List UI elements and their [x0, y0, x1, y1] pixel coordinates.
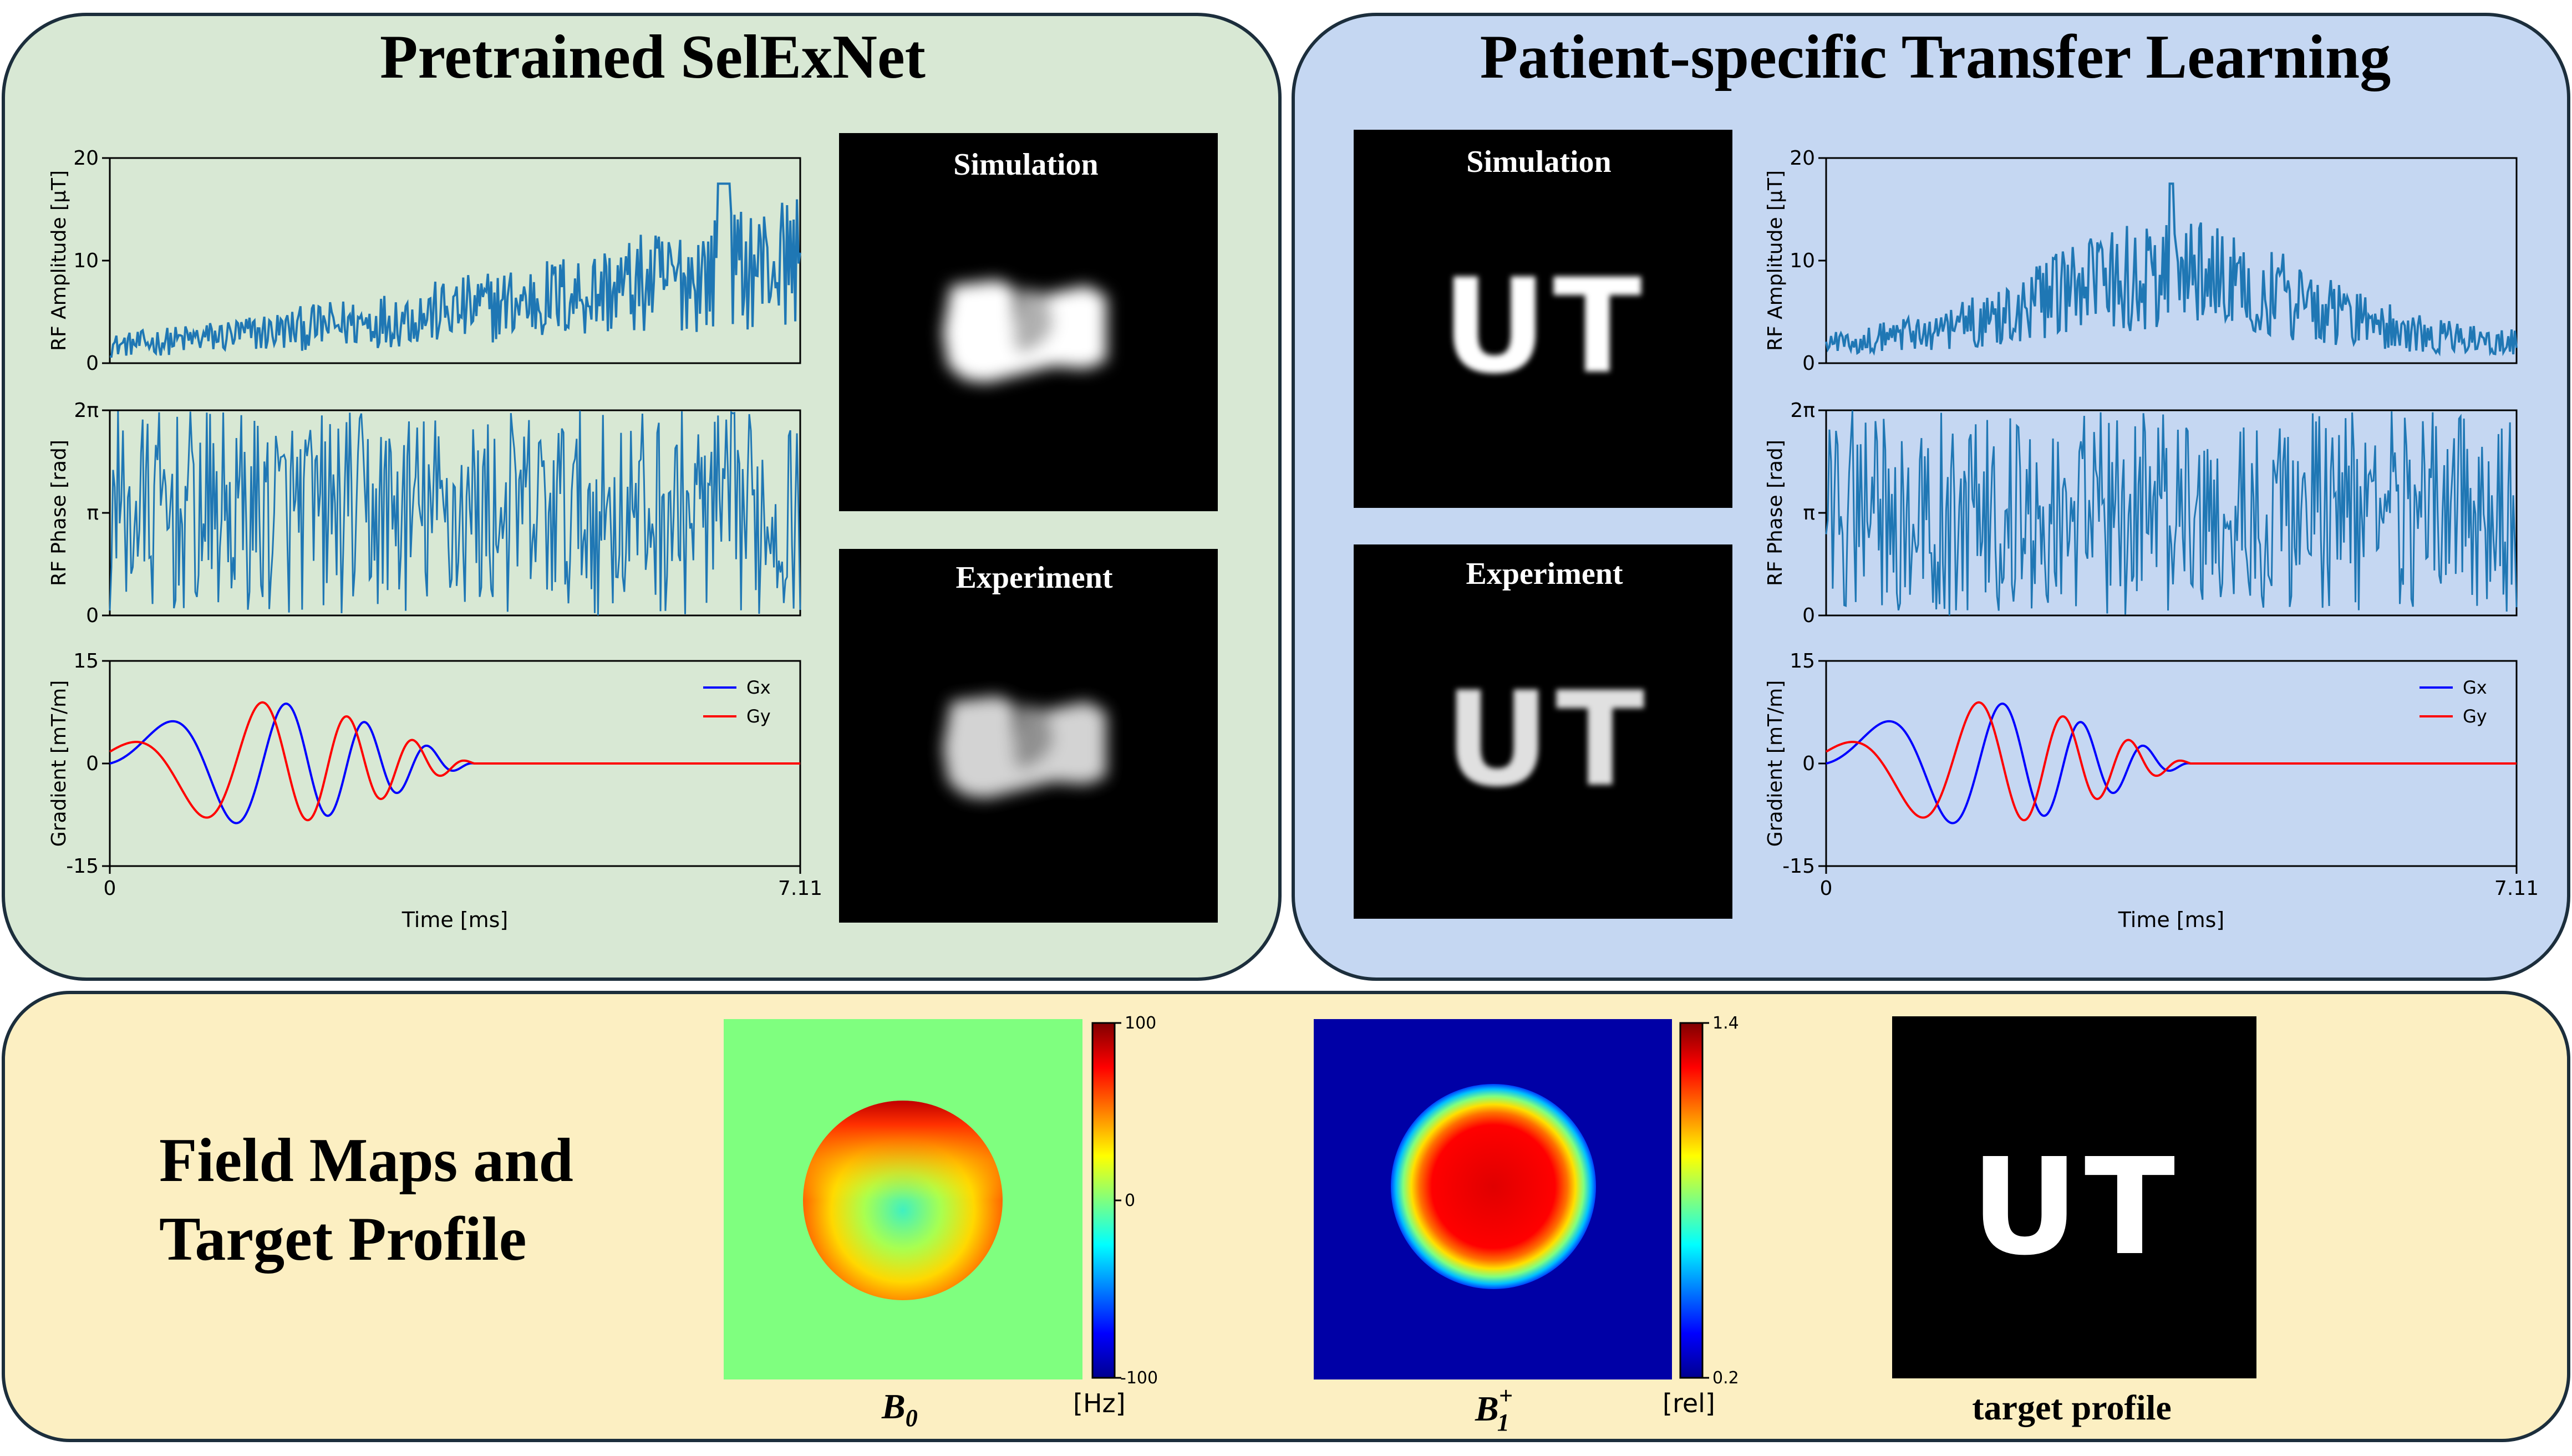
subplot-2-ytick: 0	[86, 752, 99, 775]
b1-label: B+ 1	[1475, 1382, 1513, 1436]
b0-unit: [Hz]	[1073, 1388, 1126, 1418]
legend-gy-label: Gy	[746, 706, 771, 727]
transfer-simulation-ut: UT	[1441, 251, 1647, 403]
b1-label-superscript: +	[1499, 1382, 1513, 1409]
fieldmaps-panel: Field Maps and Target Profile 100 0 -100…	[2, 991, 2570, 1442]
subplot-1-ytick: π	[87, 502, 99, 525]
rf-amplitude-line	[1825, 182, 2518, 357]
subplot-0-ytick: 10	[1790, 250, 1815, 272]
subplot-2-ytick: 15	[73, 650, 99, 673]
xtick: 0	[1820, 877, 1833, 900]
x-axis-label: Time [ms]	[401, 908, 509, 932]
subplot-1-ylabel: RF Phase [rad]	[1764, 440, 1787, 586]
b1-colorbar	[1679, 1022, 1704, 1379]
target-profile-ut: UT	[1971, 1129, 2181, 1285]
pretrained-simulation-blob	[943, 280, 1106, 383]
rf-phase-line	[109, 410, 801, 615]
b1-colorbar-tick-min: 0.2	[1712, 1368, 1739, 1388]
transfer-experiment-image	[1354, 544, 1732, 919]
subplot-1-ytick: π	[1803, 502, 1815, 525]
subplot-2-ylabel: Gradient [mT/m]	[1764, 680, 1787, 847]
pretrained-simulation-label: Simulation	[953, 147, 1098, 182]
target-profile-label: target profile	[1972, 1388, 2172, 1427]
subplot-0-ylabel: RF Amplitude [μT]	[48, 170, 70, 351]
xtick: 7.11	[778, 877, 822, 900]
b0-disk	[803, 1101, 1003, 1300]
b0-colorbar	[1091, 1022, 1116, 1379]
b1-disk	[1391, 1084, 1596, 1289]
pretrained-panel: Pretrained SelExNet 20 10 0 RF Amplitude [μ…	[2, 13, 1282, 981]
b0-label-subscript: 0	[906, 1404, 918, 1432]
subplot-0-ytick: 20	[73, 147, 99, 170]
gradient-gy-line	[1825, 701, 2517, 822]
pretrained-chart: 20 10 0 RF Amplitude [μT] 2π π 0 RF Phase [rad]…	[48, 147, 822, 932]
xtick: 7.11	[2494, 877, 2539, 900]
b0-colorbar-tick-mid: 0	[1125, 1191, 1135, 1210]
transfer-simulation-image	[1354, 130, 1732, 508]
legend-gx-label: Gx	[746, 677, 771, 698]
subplot-0-ytick: 0	[86, 352, 99, 375]
target-profile-image	[1892, 1016, 2256, 1378]
subplot-1-ytick: 2π	[74, 399, 99, 422]
subplot-0-ytick: 20	[1790, 147, 1815, 170]
transfer-experiment-ut: UT	[1444, 664, 1650, 816]
subplot-2-ytick: -15	[1782, 855, 1815, 878]
transfer-chart: 20 10 0 RF Amplitude [μT] 2π π 0 RF Phase [rad]…	[1764, 147, 2539, 932]
subplot-0-ytick: 10	[73, 250, 99, 272]
transfer-simulation-label: Simulation	[1466, 145, 1611, 179]
pretrained-title: Pretrained SelExNet	[380, 23, 926, 91]
subplot-0-ylabel: RF Amplitude [μT]	[1764, 170, 1787, 351]
x-axis-label: Time [ms]	[2118, 908, 2225, 932]
b1-colorbar-tick-max: 1.4	[1712, 1014, 1739, 1033]
subplot-2-ytick: 0	[1802, 752, 1815, 775]
subplot-1-ytick: 0	[1802, 604, 1815, 627]
subplot-2-ytick: 15	[1790, 650, 1815, 673]
subplot-2-ylabel: Gradient [mT/m]	[48, 680, 70, 847]
rf-phase-line	[1825, 410, 2518, 615]
b0-colorbar-tick-max: 100	[1125, 1014, 1156, 1033]
pretrained-experiment-label: Experiment	[955, 561, 1112, 595]
subplot-0-ytick: 0	[1802, 352, 1815, 375]
subplot-1-ytick: 2π	[1790, 399, 1815, 422]
gradient-gy-line	[109, 701, 800, 822]
subplot-1-ylabel: RF Phase [rad]	[48, 440, 70, 586]
transfer-experiment-label: Experiment	[1466, 557, 1623, 591]
transfer-title: Patient-specific Transfer Learning	[1480, 23, 2391, 91]
subplot-2-ytick: -15	[66, 855, 99, 878]
b0-label: B0	[881, 1387, 918, 1432]
legend-gy-label: Gy	[2463, 706, 2487, 727]
xtick: 0	[104, 877, 116, 900]
pretrained-experiment-blob	[943, 696, 1106, 798]
b1-label-subscript: 1	[1497, 1409, 1509, 1436]
b0-colorbar-tick-min: -100	[1120, 1368, 1158, 1388]
fieldmaps-title-line1: Field Maps and	[159, 1126, 573, 1195]
subplot-1-ytick: 0	[86, 604, 99, 627]
transfer-panel: Patient-specific Transfer Learning UT Si…	[1292, 13, 2570, 981]
b1-unit: [rel]	[1663, 1388, 1715, 1418]
fieldmaps-title-line2: Target Profile	[159, 1205, 526, 1274]
rf-amplitude-line	[109, 182, 801, 358]
legend-gx-label: Gx	[2463, 677, 2487, 698]
